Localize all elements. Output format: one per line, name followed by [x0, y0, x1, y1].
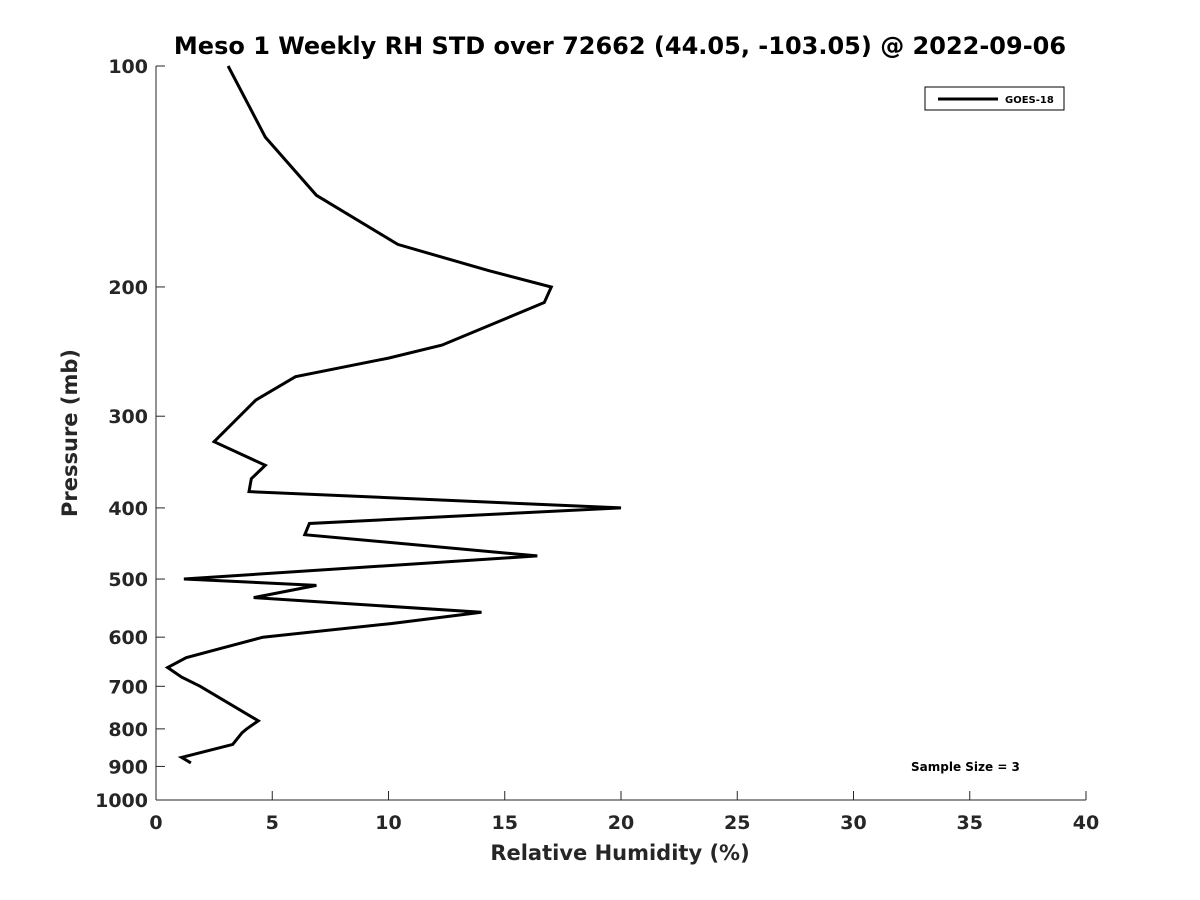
series-line-goes-18 — [164, 65, 622, 765]
legend-label-goes-18: GOES-18 — [1005, 95, 1054, 106]
series-layer — [164, 65, 622, 765]
y-tick-label: 500 — [108, 569, 148, 591]
x-axis-label: Relative Humidity (%) — [490, 841, 749, 865]
x-tick-label: 5 — [266, 812, 279, 834]
y-axis-ticks: 100 200 300 400 500 600 700 800 900 1000 — [95, 56, 165, 812]
x-tick-label: 10 — [375, 812, 401, 834]
y-tick-label: 700 — [108, 676, 148, 698]
x-tick-label: 20 — [608, 812, 634, 834]
y-tick-label: 400 — [108, 498, 148, 520]
y-tick-label: 800 — [108, 719, 148, 741]
y-tick-label: 300 — [108, 406, 148, 428]
legend: GOES-18 — [924, 86, 1065, 111]
y-tick-label: 600 — [108, 627, 148, 649]
y-tick-label: 200 — [108, 277, 148, 299]
y-tick-label: 900 — [108, 756, 148, 778]
x-tick-label: 35 — [957, 812, 983, 834]
x-tick-label: 0 — [149, 812, 162, 834]
plot-axes — [155, 66, 1086, 801]
y-tick-label: 100 — [108, 56, 148, 78]
x-tick-label: 40 — [1073, 812, 1099, 834]
x-tick-label: 25 — [724, 812, 750, 834]
chart-title: Meso 1 Weekly RH STD over 72662 (44.05, … — [174, 32, 1066, 60]
x-tick-label: 30 — [840, 812, 866, 834]
sample-size-annotation: Sample Size = 3 — [911, 760, 1020, 774]
x-tick-label: 15 — [492, 812, 518, 834]
x-axis-ticks: 0 5 10 15 20 25 30 35 40 — [149, 791, 1099, 834]
y-tick-label: 1000 — [95, 790, 148, 812]
y-axis-label: Pressure (mb) — [58, 349, 82, 517]
